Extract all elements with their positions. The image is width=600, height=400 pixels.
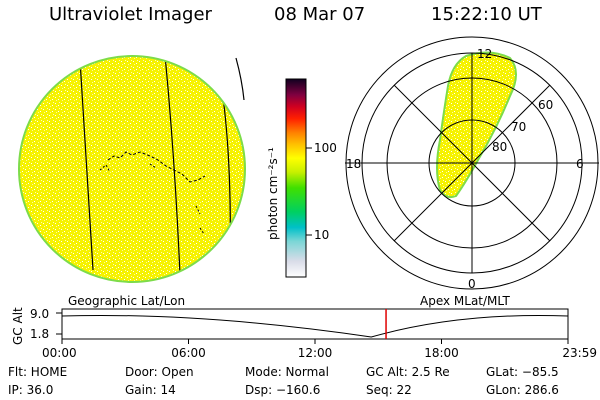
mode-info: Mode: Normal	[245, 365, 329, 379]
colorbar-tick-100: 100	[314, 141, 337, 155]
colorbar-scale	[285, 78, 307, 278]
altitude-plot: 9.0 1.8 GC Alt 00:00 06:00 12:00 18:00 23:59	[11, 307, 597, 360]
glat-info: GLat: −85.5	[486, 365, 559, 379]
dsp-info: Dsp: −160.6	[245, 383, 321, 397]
door-info: Door: Open	[125, 365, 194, 379]
colorbar-unit-label: photon cm⁻²s⁻¹	[266, 147, 280, 240]
apex-panel-label: Apex MLat/MLT	[420, 294, 510, 308]
colorbar: 100 10 photon cm⁻²s⁻¹	[266, 78, 337, 278]
mlt-label-18: 18	[346, 157, 361, 171]
header-title: Ultraviolet Imager	[49, 4, 212, 25]
auroral-oval	[436, 51, 517, 199]
gain-info: Gain: 14	[125, 383, 176, 397]
header-time: 15:22:10 UT	[431, 4, 542, 25]
glon-info: GLon: 286.6	[486, 383, 559, 397]
lat-label-60: 60	[538, 98, 553, 112]
header-date: 08 Mar 07	[274, 4, 366, 25]
altitude-plot-frame	[61, 308, 569, 340]
ip-info: IP: 36.0	[8, 383, 54, 397]
altitude-xtick-label: 00:00	[42, 346, 77, 360]
altitude-ytick-1_8: 1.8	[30, 327, 49, 341]
lat-label-70: 70	[511, 120, 526, 134]
altitude-xtick-label: 12:00	[298, 346, 333, 360]
mlt-label-6: 6	[576, 157, 584, 171]
altitude-xtick-label: 18:00	[424, 346, 459, 360]
longitude-line	[235, 57, 245, 101]
colorbar-tick-10: 10	[314, 228, 329, 242]
coastline	[107, 151, 206, 183]
longitude-line	[164, 57, 181, 276]
altitude-ytick-9: 9.0	[30, 307, 49, 321]
mlt-label-12: 12	[477, 47, 492, 61]
polar-plot: 12 18 6 0 60 70 80	[345, 36, 599, 291]
lat-label-80: 80	[492, 140, 507, 154]
mlt-label-0: 0	[468, 277, 476, 291]
altitude-xtick-label: 23:59	[562, 346, 597, 360]
geographic-panel-label: Geographic Lat/Lon	[68, 294, 185, 308]
altitude-ylabel: GC Alt	[11, 307, 25, 345]
flight-info: Flt: HOME	[8, 365, 68, 379]
seq-info: Seq: 22	[366, 383, 412, 397]
geographic-image	[18, 55, 246, 283]
longitude-line	[79, 59, 94, 271]
earth-disk	[18, 55, 246, 283]
gc-alt-info: GC Alt: 2.5 Re	[366, 365, 450, 379]
altitude-curve	[61, 314, 569, 338]
altitude-xtick-label: 06:00	[171, 346, 206, 360]
